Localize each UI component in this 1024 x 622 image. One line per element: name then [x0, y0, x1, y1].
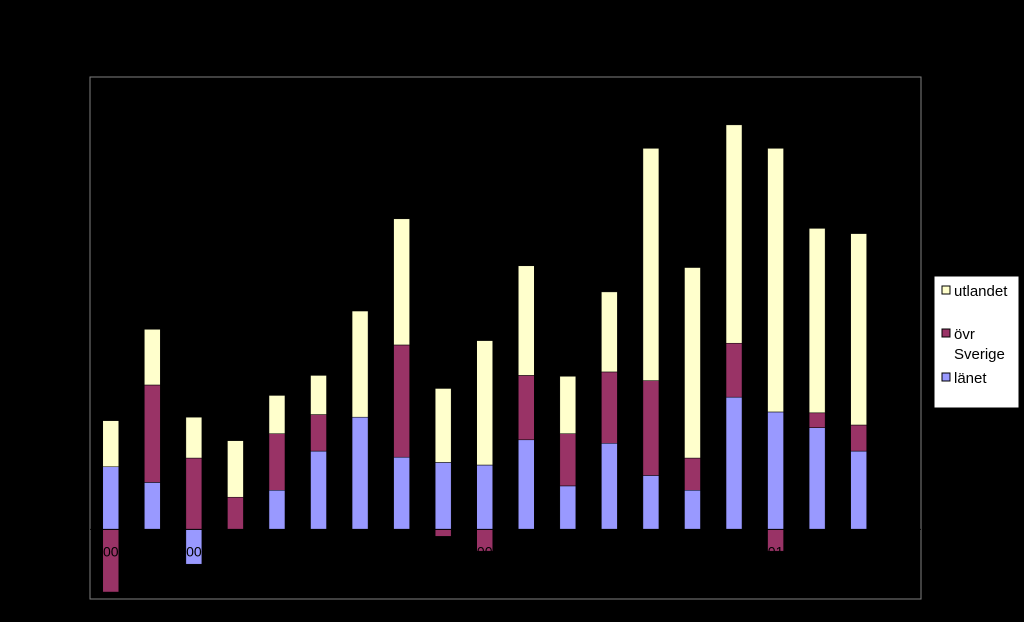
bar-segment-ovr-sverige-17 — [808, 412, 826, 428]
bars-group — [102, 124, 867, 593]
bar-segment-utlandet-4 — [268, 395, 286, 434]
bar-segment-utlandet-16 — [767, 148, 784, 413]
legend-label-lanet: länet — [954, 370, 987, 387]
bar-segment-utlandet-0 — [102, 420, 120, 468]
bar-segment-lanet-5 — [310, 450, 327, 530]
x-tick-label-16: 01 — [768, 543, 784, 559]
bar-segment-utlandet-8 — [434, 388, 452, 463]
bar-segment-lanet-7 — [393, 456, 410, 530]
bar-segment-ovr-sverige-15 — [725, 342, 743, 398]
x-tick-label-9: 00 — [477, 543, 493, 559]
bar-segment-ovr-sverige-3 — [227, 496, 244, 530]
x-tick-labels: 00 00 00 01 — [103, 543, 784, 559]
bar-segment-utlandet-12 — [601, 291, 618, 373]
bar-segment-lanet-4 — [268, 490, 286, 530]
bar-segment-utlandet-2 — [185, 416, 203, 459]
bar-segment-utlandet-15 — [725, 124, 743, 344]
legend-item-utlandet: utlandet — [941, 283, 1008, 300]
bar-segment-ovr-sverige-10 — [518, 375, 535, 441]
x-tick-label-0: 00 — [103, 543, 119, 559]
legend-swatch-ovr-sverige — [941, 328, 951, 338]
legend-label-utlandet: utlandet — [954, 283, 1008, 300]
legend-item-lanet: länet — [941, 370, 987, 387]
plot-area-border — [89, 76, 922, 600]
legend-swatch-utlandet — [941, 285, 951, 295]
bar-segment-ovr-sverige-5 — [310, 414, 327, 452]
bar-segment-lanet-12 — [601, 443, 618, 530]
bar-segment-ovr-sverige-11 — [559, 433, 577, 487]
bar-segment-lanet-1 — [144, 482, 161, 530]
bar-segment-ovr-sverige-12 — [601, 371, 618, 444]
bar-segment-utlandet-11 — [559, 376, 577, 434]
bar-segment-utlandet-17 — [808, 228, 826, 414]
bar-segment-lanet-6 — [351, 416, 369, 530]
bar-segment-lanet-15 — [725, 396, 743, 530]
legend-label-ovr: övr — [954, 326, 975, 343]
bar-segment-utlandet-10 — [518, 265, 535, 376]
bar-segment-utlandet-9 — [476, 340, 493, 466]
bar-segment-utlandet-6 — [351, 310, 369, 418]
bar-segment-lanet-18 — [850, 450, 867, 530]
bar-segment-utlandet-14 — [684, 267, 701, 459]
x-tick-label-2: 00 — [186, 543, 202, 559]
bar-segment-lanet-8 — [434, 462, 452, 530]
bar-segment-ovr-sverige-4 — [268, 433, 286, 491]
bar-segment-ovr-sverige-14 — [684, 457, 701, 491]
bar-segment-ovr-sverige-7 — [393, 344, 410, 458]
bar-segment-ovr-sverige-2 — [185, 457, 203, 530]
bar-segment-lanet-9 — [476, 464, 493, 530]
bar-segment-utlandet-7 — [393, 218, 410, 346]
bar-segment-lanet-17 — [808, 427, 826, 530]
legend: utlandet övr Sverige länet — [933, 275, 1020, 409]
bar-segment-ovr-sverige-13 — [642, 380, 660, 476]
bar-segment-lanet-10 — [518, 439, 535, 530]
legend-label-sverige: Sverige — [954, 346, 1005, 363]
bar-segment-lanet-11 — [559, 485, 577, 530]
bar-segment-lanet-0 — [102, 466, 120, 530]
legend-swatch-lanet — [941, 372, 951, 382]
bar-segment-utlandet-3 — [227, 440, 244, 498]
bar-segment-ovr-sverige-8 — [434, 529, 452, 537]
bar-segment-ovr-sverige-0 — [102, 529, 120, 593]
legend-box — [933, 275, 1020, 409]
bar-segment-lanet-14 — [684, 490, 701, 530]
bar-segment-utlandet-1 — [144, 329, 161, 386]
bar-segment-ovr-sverige-1 — [144, 384, 161, 483]
bar-segment-utlandet-5 — [310, 375, 327, 415]
bar-segment-utlandet-13 — [642, 148, 660, 381]
bar-segment-lanet-16 — [767, 411, 784, 530]
bar-segment-utlandet-18 — [850, 233, 867, 426]
bar-segment-lanet-13 — [642, 475, 660, 530]
legend-item-ovr-sverige: övr Sverige — [941, 326, 1005, 363]
bar-segment-ovr-sverige-18 — [850, 424, 867, 452]
